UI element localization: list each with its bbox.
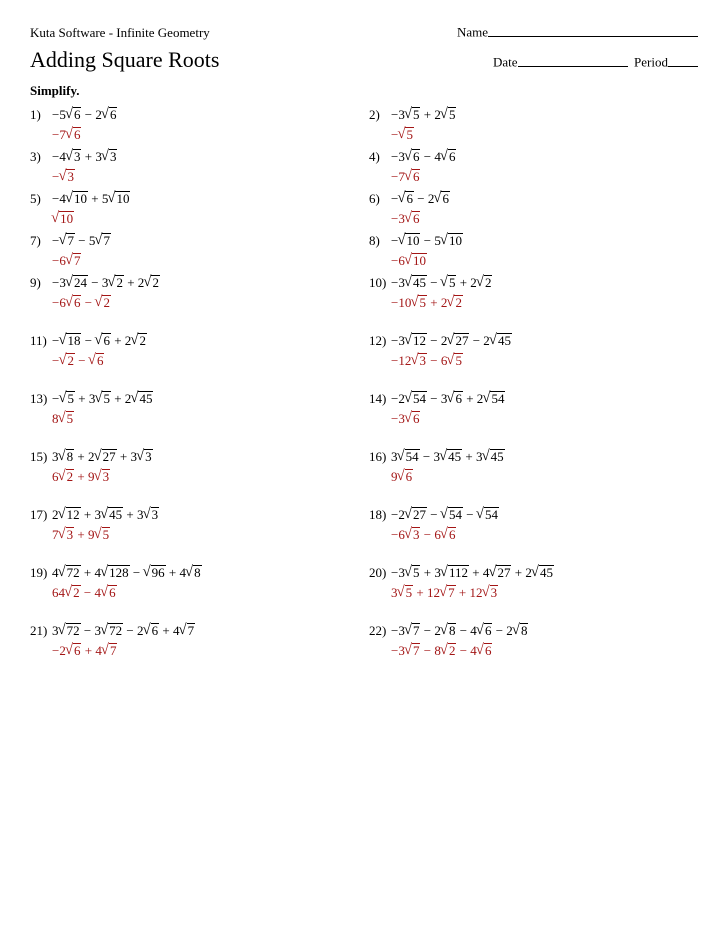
problem-answer: −3 — [52, 169, 349, 185]
problem: 1) −56 − 26 −76 — [30, 107, 359, 143]
problem: 6) −6 − 26 −36 — [369, 191, 698, 227]
problem-question: 4) −36 − 46 — [369, 149, 688, 165]
problem-question: 1) −56 − 26 — [30, 107, 349, 123]
problem-answer: 35 + 127 + 123 — [391, 585, 688, 601]
problem-question: 8) −10 − 510 — [369, 233, 688, 249]
date-label: Date — [493, 55, 518, 70]
problem-number: 19) — [30, 565, 52, 581]
problem-answer: −76 — [52, 127, 349, 143]
problem-question: 11) −18 − 6 + 22 — [30, 333, 349, 349]
problem-number: 2) — [369, 107, 391, 123]
problem-question: 6) −6 − 26 — [369, 191, 688, 207]
problem-number: 1) — [30, 107, 52, 123]
problem: 2) −35 + 25 −5 — [369, 107, 698, 143]
page-title: Adding Square Roots — [30, 47, 219, 73]
problem-number: 4) — [369, 149, 391, 165]
problem-number: 22) — [369, 623, 391, 639]
problem: 11) −18 − 6 + 22 −2 − 6 — [30, 333, 359, 369]
problem-question: 17) 212 + 345 + 33 — [30, 507, 349, 523]
problem-answer: −123 − 65 — [391, 353, 688, 369]
problem-number: 15) — [30, 449, 52, 465]
problem-question: 20) −35 + 3112 + 427 + 245 — [369, 565, 688, 581]
instruction: Simplify. — [30, 83, 698, 99]
problem-answer: 96 — [391, 469, 688, 485]
date-period: Date Period — [493, 54, 698, 71]
problem-answer: 10 — [52, 211, 349, 227]
problem-number: 18) — [369, 507, 391, 523]
problem-answer: 642 − 46 — [52, 585, 349, 601]
name-field: Name — [457, 24, 698, 41]
problem-number: 12) — [369, 333, 391, 349]
problem: 19) 472 + 4128 − 96 + 48 642 − 46 — [30, 565, 359, 601]
problem-answer: 85 — [52, 411, 349, 427]
problem-question: 3) −43 + 33 — [30, 149, 349, 165]
problem-question: 16) 354 − 345 + 345 — [369, 449, 688, 465]
problem-question: 2) −35 + 25 — [369, 107, 688, 123]
problem-answer: −2 − 6 — [52, 353, 349, 369]
problem-answer: −76 — [391, 169, 688, 185]
problem-answer: −63 − 66 — [391, 527, 688, 543]
software-name: Kuta Software - Infinite Geometry — [30, 25, 210, 41]
problem-question: 7) −7 − 57 — [30, 233, 349, 249]
period-label: Period — [634, 55, 668, 70]
problem-question: 13) −5 + 35 + 245 — [30, 391, 349, 407]
problem: 17) 212 + 345 + 33 73 + 95 — [30, 507, 359, 543]
problem-answer: −37 − 82 − 46 — [391, 643, 688, 659]
problem: 21) 372 − 372 − 26 + 47 −26 + 47 — [30, 623, 359, 659]
problem-answer: −66 − 2 — [52, 295, 349, 311]
problem-number: 9) — [30, 275, 52, 291]
name-label: Name — [457, 25, 488, 40]
problem-answer: −5 — [391, 127, 688, 143]
problem: 13) −5 + 35 + 245 85 — [30, 391, 359, 427]
problem-number: 6) — [369, 191, 391, 207]
problem-question: 18) −227 − 54 − 54 — [369, 507, 688, 523]
problem-number: 3) — [30, 149, 52, 165]
problem-question: 19) 472 + 4128 − 96 + 48 — [30, 565, 349, 581]
problem-question: 15) 38 + 227 + 33 — [30, 449, 349, 465]
problem-number: 11) — [30, 333, 52, 349]
problem-question: 10) −345 − 5 + 22 — [369, 275, 688, 291]
problem-answer: 62 + 93 — [52, 469, 349, 485]
problem: 14) −254 − 36 + 254 −36 — [369, 391, 698, 427]
problem-answer: −105 + 22 — [391, 295, 688, 311]
problem: 7) −7 − 57 −67 — [30, 233, 359, 269]
problem-question: 9) −324 − 32 + 22 — [30, 275, 349, 291]
problem-number: 20) — [369, 565, 391, 581]
problem-answer: −67 — [52, 253, 349, 269]
problem: 5) −410 + 510 10 — [30, 191, 359, 227]
problem-question: 22) −37 − 28 − 46 − 28 — [369, 623, 688, 639]
problem-question: 12) −312 − 227 − 245 — [369, 333, 688, 349]
problem: 8) −10 − 510 −610 — [369, 233, 698, 269]
problem-number: 7) — [30, 233, 52, 249]
problem: 4) −36 − 46 −76 — [369, 149, 698, 185]
problem-number: 13) — [30, 391, 52, 407]
problem-number: 14) — [369, 391, 391, 407]
problem-number: 10) — [369, 275, 391, 291]
problem-number: 16) — [369, 449, 391, 465]
problem: 15) 38 + 227 + 33 62 + 93 — [30, 449, 359, 485]
problem-answer: −26 + 47 — [52, 643, 349, 659]
problem-grid: 1) −56 − 26 −76 2) −35 + 25 −5 3) −43 + 33 −3… — [30, 107, 698, 681]
problem: 18) −227 − 54 − 54 −63 − 66 — [369, 507, 698, 543]
problem-question: 14) −254 − 36 + 254 — [369, 391, 688, 407]
problem-number: 5) — [30, 191, 52, 207]
problem: 20) −35 + 3112 + 427 + 245 35 + 127 + 123 — [369, 565, 698, 601]
problem-answer: −610 — [391, 253, 688, 269]
problem: 16) 354 − 345 + 345 96 — [369, 449, 698, 485]
problem: 10) −345 − 5 + 22 −105 + 22 — [369, 275, 698, 311]
problem: 3) −43 + 33 −3 — [30, 149, 359, 185]
problem-answer: −36 — [391, 211, 688, 227]
problem: 9) −324 − 32 + 22 −66 − 2 — [30, 275, 359, 311]
problem-answer: −36 — [391, 411, 688, 427]
problem-number: 17) — [30, 507, 52, 523]
problem-answer: 73 + 95 — [52, 527, 349, 543]
problem-number: 8) — [369, 233, 391, 249]
problem: 22) −37 − 28 − 46 − 28 −37 − 82 − 46 — [369, 623, 698, 659]
problem-question: 21) 372 − 372 − 26 + 47 — [30, 623, 349, 639]
problem-number: 21) — [30, 623, 52, 639]
problem: 12) −312 − 227 − 245 −123 − 65 — [369, 333, 698, 369]
problem-question: 5) −410 + 510 — [30, 191, 349, 207]
